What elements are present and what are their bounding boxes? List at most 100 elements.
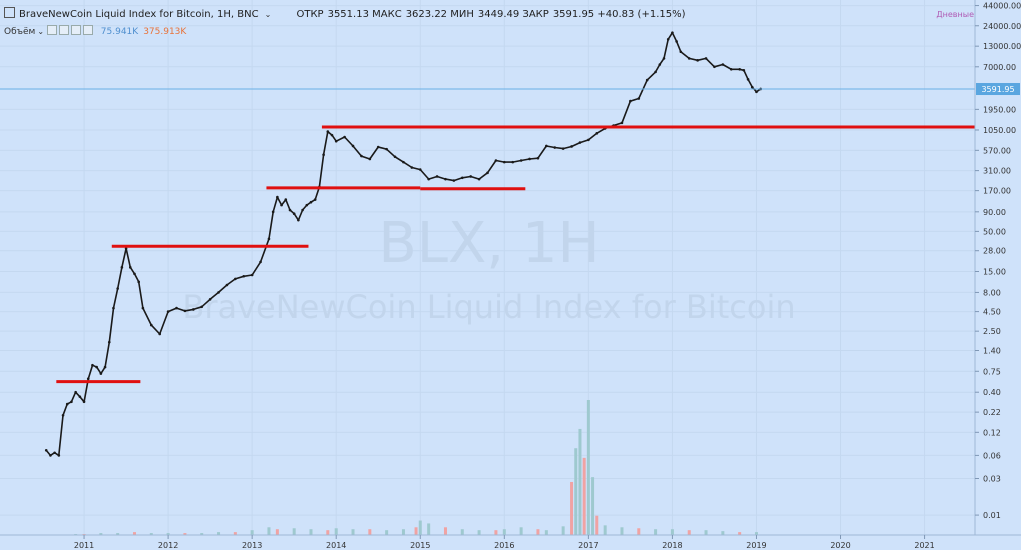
x-tick-label: 2016 [494,541,514,550]
x-tick-label: 2013 [242,541,262,550]
chevron-down-icon[interactable]: ⌄ [264,10,272,19]
price-point [309,200,313,204]
price-point [44,448,48,452]
volume-bar [591,477,595,535]
price-point [292,212,296,216]
price-point [738,67,741,71]
volume-bar [620,527,624,535]
price-point [553,146,557,149]
price-point [305,203,309,207]
price-point [301,208,304,212]
price-point [95,365,98,369]
price-point [137,280,140,284]
volume-bar [427,523,431,535]
price-point [288,208,292,212]
price-point [629,99,632,103]
volume-value: 75.941K [100,27,139,37]
price-point [120,266,124,269]
volume-bar [116,533,120,535]
symbol-title[interactable]: BraveNewCoin Liquid Index for Bitcoin, 1… [19,9,259,20]
y-tick-label: 310.00 [983,167,1011,176]
y-tick-label: 170.00 [983,187,1011,196]
y-tick-label: 0.03 [983,474,1001,483]
symbol-icon[interactable] [4,7,15,18]
volume-legend: Объём ⌄ 75.941K 375.913K [4,25,186,37]
volume-bar [754,532,758,535]
last-price-badge [976,83,1020,96]
price-axis[interactable]: 44000.00 24000.00 13000.00 7000.00 1950.00 10… [975,2,1021,521]
price-point [746,78,750,81]
price-point [183,309,187,313]
price-point [259,260,262,264]
price-point [444,177,447,181]
price-point [666,37,670,41]
volume-bar [582,457,586,535]
price-point [427,177,430,181]
price-point [107,340,111,344]
time-axis[interactable]: 2011 2012 2013 2014 2015 2016 2017 2018 2019 2020… [74,535,935,550]
price-point [166,310,170,313]
price-point [128,266,132,269]
volume-bar [586,400,590,535]
volume-bar [570,481,574,535]
volume-bar [99,533,103,535]
volume-bar [368,529,372,535]
interval-label: Дневные [936,10,974,19]
price-point [679,50,683,54]
open-value: 3551.13 [327,9,369,20]
volume-bar [460,529,464,535]
y-tick-label: 24000.00 [983,22,1021,31]
y-tick-label: 0.12 [983,428,1001,437]
change-value: +40.83 (+1.15%) [597,9,686,20]
price-point [696,59,699,62]
price-point [578,141,582,144]
price-point [460,176,464,180]
y-tick-label: 1.40 [983,346,1001,355]
x-tick-label: 2015 [410,541,430,550]
chevron-down-icon[interactable]: ⌄ [37,27,45,36]
last-price-label: 3591.95 [981,85,1014,94]
y-tick-label: 8.00 [983,288,1001,297]
price-point [49,454,52,457]
volume-bar [217,532,221,535]
more-icon[interactable] [82,25,93,35]
price-point [326,130,330,133]
price-point [620,121,624,125]
x-tick-label: 2018 [662,541,682,550]
price-point [208,298,212,301]
volume-bar [670,529,674,535]
eye-icon[interactable] [46,25,57,35]
volume-bar [149,533,153,535]
volume-bar [654,529,658,535]
volume-label[interactable]: Объём [4,27,36,37]
settings-icon[interactable] [58,25,69,35]
price-point [99,372,103,375]
y-tick-label: 15.00 [983,267,1006,276]
price-point [755,90,758,94]
price-point [671,31,674,34]
high-label: МАКС [372,9,402,20]
price-point [360,154,363,158]
volume-bar [351,529,355,535]
y-tick-label: 28.00 [983,247,1006,256]
price-point [242,274,246,278]
price-point [713,65,716,69]
y-tick-label: 44000.00 [983,2,1021,11]
close-icon[interactable] [70,25,81,35]
price-point [112,306,115,310]
price-point [595,132,599,135]
price-point [175,306,178,310]
price-point [313,198,317,201]
price-point [280,203,283,207]
price-point [519,159,523,162]
price-point [217,291,220,294]
price-point [545,144,548,148]
price-point [528,157,531,161]
high-value: 3623.22 [405,9,448,20]
ohlc-readout: ОТКР 3551.13 МАКС 3623.22 МИН 3449.49 ЗАКР 3… [296,9,685,20]
price-point [78,395,82,398]
x-tick-label: 2020 [830,541,850,550]
price-point [452,179,456,182]
